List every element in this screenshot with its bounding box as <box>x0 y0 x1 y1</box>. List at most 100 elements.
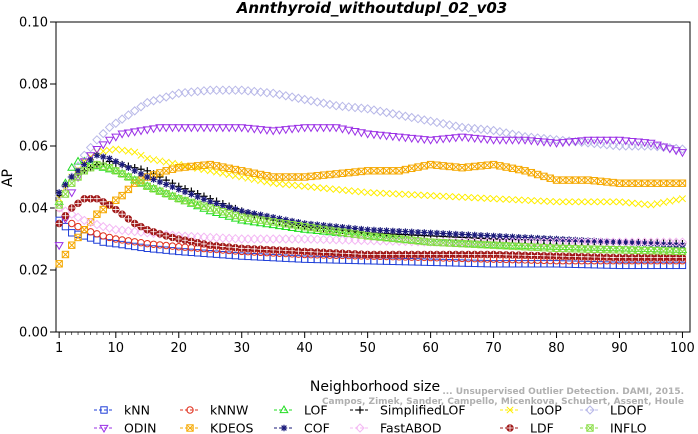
marker-part <box>118 191 126 200</box>
data-point-loop <box>332 185 340 193</box>
marker-part <box>225 243 233 251</box>
marker-part <box>427 251 434 258</box>
marker-part <box>578 253 585 260</box>
data-point-kdeos <box>483 161 491 169</box>
data-point-odin <box>451 134 461 143</box>
marker-part <box>74 173 82 181</box>
data-point-cof <box>465 231 472 238</box>
marker-part <box>446 251 453 258</box>
marker-part <box>294 222 302 230</box>
data-point-cof <box>81 161 88 168</box>
data-point-odin <box>614 136 625 145</box>
data-point-lof <box>362 230 373 239</box>
marker-part <box>301 248 308 255</box>
data-point-knn <box>86 234 95 242</box>
data-point-odin <box>111 133 121 142</box>
marker-part <box>527 169 535 177</box>
data-point-cof <box>660 241 667 248</box>
marker-part <box>527 243 535 251</box>
marker-part <box>641 254 648 261</box>
data-point-odin <box>262 126 272 135</box>
data-point-lof <box>419 236 429 245</box>
marker-part <box>578 176 586 184</box>
marker-part <box>622 179 630 187</box>
data-point-ldof <box>274 89 285 100</box>
marker-part <box>679 254 686 261</box>
marker-part <box>534 252 541 259</box>
data-point-kdeos <box>647 179 655 187</box>
data-point-inflo <box>596 245 605 254</box>
marker-part <box>124 185 132 193</box>
marker-part <box>628 179 636 187</box>
marker-part <box>68 241 76 249</box>
data-point-ldf <box>540 252 548 260</box>
data-point-cof <box>68 173 75 181</box>
data-point-fastabod <box>54 203 64 213</box>
marker-part <box>231 211 239 219</box>
marker-part <box>118 192 126 200</box>
data-point-odin <box>558 139 568 148</box>
data-point-loop <box>420 191 428 199</box>
marker-part <box>395 251 403 258</box>
data-point-inflo <box>238 213 246 222</box>
data-point-ldof <box>633 141 644 151</box>
data-point-cof <box>238 207 245 215</box>
data-point-lof <box>432 237 442 246</box>
data-point-ldof <box>249 86 260 97</box>
data-point-kdeos <box>578 176 586 184</box>
data-point-loop <box>521 196 529 204</box>
data-point-kdeos <box>401 165 410 174</box>
data-point-inflo <box>672 247 680 255</box>
marker-part <box>99 162 107 170</box>
data-point-lof <box>425 237 436 246</box>
marker-part <box>471 240 479 248</box>
data-point-knnw <box>143 239 151 248</box>
data-point-knnw <box>68 219 76 228</box>
data-point-kdeos <box>319 171 328 179</box>
data-point-ldof <box>331 100 341 111</box>
data-point-ldf <box>86 195 95 203</box>
marker-part <box>186 424 194 432</box>
data-point-kdeos <box>584 176 592 184</box>
data-point-lof <box>192 201 203 210</box>
data-point-ldof <box>539 133 549 144</box>
data-point-ldof <box>602 140 612 150</box>
data-point-ldf <box>395 250 403 259</box>
data-point-lof <box>174 193 184 202</box>
data-point-ldof <box>639 141 650 151</box>
marker-part <box>282 247 290 254</box>
data-point-loop <box>609 198 617 206</box>
marker-part <box>483 161 491 169</box>
data-point-knnw <box>124 237 133 245</box>
data-point-kdeos <box>464 163 473 171</box>
marker-part <box>559 244 567 253</box>
marker-part <box>496 241 504 250</box>
data-point-ldf <box>502 251 510 259</box>
marker-part <box>490 251 497 258</box>
marker-part <box>105 164 114 172</box>
marker-part <box>584 253 592 261</box>
marker-part <box>162 232 170 240</box>
data-point-ldf <box>672 253 680 262</box>
marker-part <box>131 176 139 184</box>
data-point-ldf <box>345 249 353 258</box>
data-point-odin <box>249 125 259 134</box>
data-point-odin <box>640 139 650 148</box>
data-point-knnw <box>162 241 170 250</box>
marker-part <box>458 251 466 258</box>
marker-part <box>496 162 504 170</box>
data-point-fastabod <box>633 237 644 247</box>
data-point-kdeos <box>200 161 208 169</box>
marker-part <box>55 201 63 209</box>
data-point-loop <box>615 198 624 206</box>
data-point-inflo <box>206 204 214 212</box>
data-point-knnw <box>181 243 189 251</box>
marker-part <box>61 190 70 198</box>
data-point-knnw <box>149 240 158 248</box>
data-point-loop <box>263 178 271 186</box>
data-point-odin <box>564 138 574 147</box>
marker-part <box>477 251 485 258</box>
marker-part <box>93 210 101 218</box>
data-point-lof <box>92 161 102 170</box>
marker-part <box>99 205 107 214</box>
